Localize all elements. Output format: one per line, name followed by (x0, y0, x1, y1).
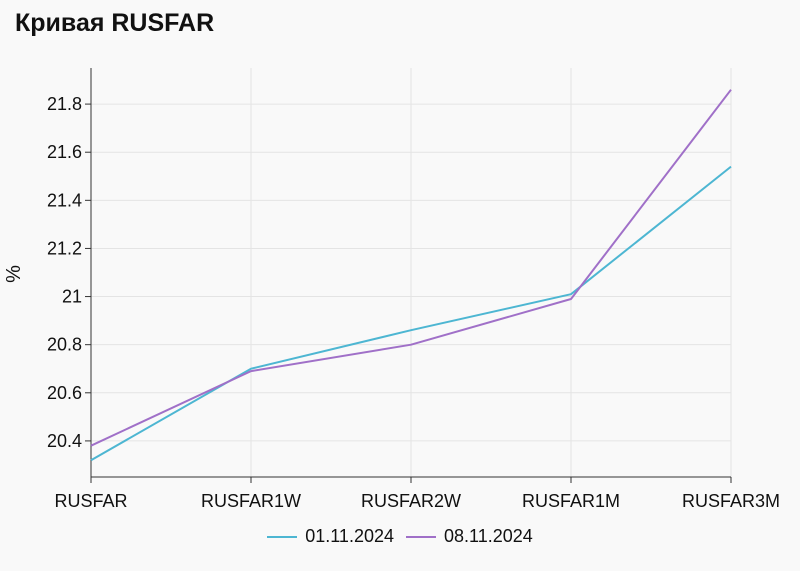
x-tick-label: RUSFAR3M (682, 491, 780, 511)
x-tick-labels: RUSFAR RUSFAR1W RUSFAR2W RUSFAR1M RUSFAR3M (54, 491, 780, 511)
axes (85, 68, 732, 483)
y-tick-label: 20.6 (47, 383, 82, 403)
y-axis-label: % (3, 265, 25, 283)
legend-swatch-series-1 (267, 535, 298, 538)
y-tick-label: 21.4 (47, 190, 82, 210)
legend-label-series-2: 08.11.2024 (444, 526, 533, 546)
y-tick-label: 20.4 (47, 431, 82, 451)
series-line-1 (90, 165, 732, 462)
legend: 01.11.2024 08.11.2024 (0, 526, 800, 547)
y-tick-label: 20.8 (47, 335, 82, 355)
chart-title: Кривая RUSFAR (15, 9, 215, 37)
y-tick-label: 21.2 (47, 238, 82, 258)
legend-label-series-1: 01.11.2024 (305, 526, 394, 546)
series-lines (90, 89, 732, 462)
x-tick-label: RUSFAR1M (522, 491, 620, 511)
y-tick-labels: 20.4 20.6 20.8 21 21.2 21.4 21.6 21.8 (47, 94, 82, 451)
y-tick-label: 21.6 (47, 142, 82, 162)
legend-item-series-1[interactable]: 01.11.2024 (267, 526, 394, 547)
x-tick-label: RUSFAR2W (361, 491, 461, 511)
y-tick-label: 21.8 (47, 94, 82, 114)
x-tick-label: RUSFAR (54, 491, 127, 511)
legend-swatch-series-2 (406, 535, 436, 538)
grid (91, 68, 732, 477)
series-line-2 (90, 89, 732, 447)
x-tick-label: RUSFAR1W (201, 491, 301, 511)
legend-item-series-2[interactable]: 08.11.2024 (406, 526, 533, 547)
y-tick-label: 21 (62, 287, 82, 307)
